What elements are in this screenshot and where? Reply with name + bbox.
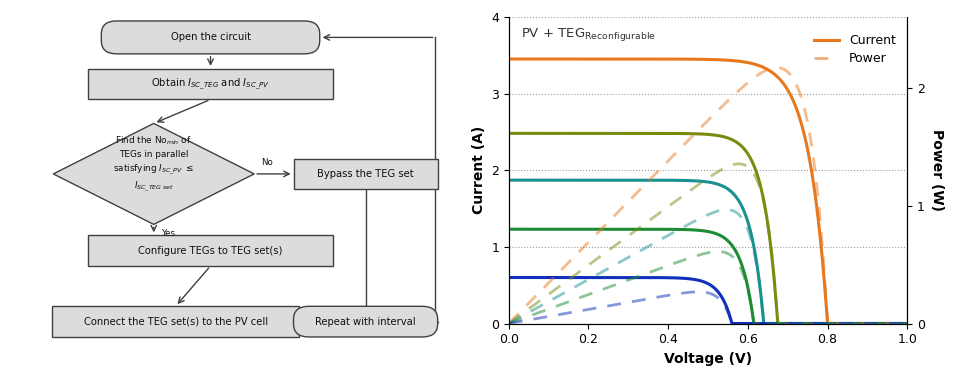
Text: Find the No$_{min}$ of
TEGs in parallel
satisfying $I_{SC\_PV}$ $\leq$
$I_{SC\_T: Find the No$_{min}$ of TEGs in parallel … bbox=[113, 135, 194, 194]
Polygon shape bbox=[54, 123, 254, 224]
FancyBboxPatch shape bbox=[294, 306, 438, 337]
FancyBboxPatch shape bbox=[52, 306, 299, 337]
Legend: Current, Power: Current, Power bbox=[809, 29, 900, 70]
FancyBboxPatch shape bbox=[88, 69, 333, 99]
X-axis label: Voltage (V): Voltage (V) bbox=[664, 352, 752, 366]
Text: Bypass the TEG set: Bypass the TEG set bbox=[317, 169, 414, 179]
Text: Open the circuit: Open the circuit bbox=[171, 33, 251, 42]
Text: Yes: Yes bbox=[161, 229, 176, 238]
FancyBboxPatch shape bbox=[102, 21, 320, 54]
Text: No: No bbox=[261, 158, 273, 167]
Text: Connect the TEG set(s) to the PV cell: Connect the TEG set(s) to the PV cell bbox=[84, 317, 268, 327]
Text: Obtain $I_{SC\_TEG}$ and $I_{SC\_PV}$: Obtain $I_{SC\_TEG}$ and $I_{SC\_PV}$ bbox=[151, 77, 270, 92]
Text: Configure TEGs to TEG set(s): Configure TEGs to TEG set(s) bbox=[138, 246, 282, 255]
Y-axis label: Power (W): Power (W) bbox=[930, 129, 945, 211]
Y-axis label: Current (A): Current (A) bbox=[471, 126, 486, 214]
FancyBboxPatch shape bbox=[88, 235, 333, 266]
Text: Repeat with interval: Repeat with interval bbox=[315, 317, 416, 327]
Text: PV + TEG$_{\mathregular{Reconfigurable}}$: PV + TEG$_{\mathregular{Reconfigurable}}… bbox=[520, 26, 656, 43]
FancyBboxPatch shape bbox=[294, 159, 438, 189]
